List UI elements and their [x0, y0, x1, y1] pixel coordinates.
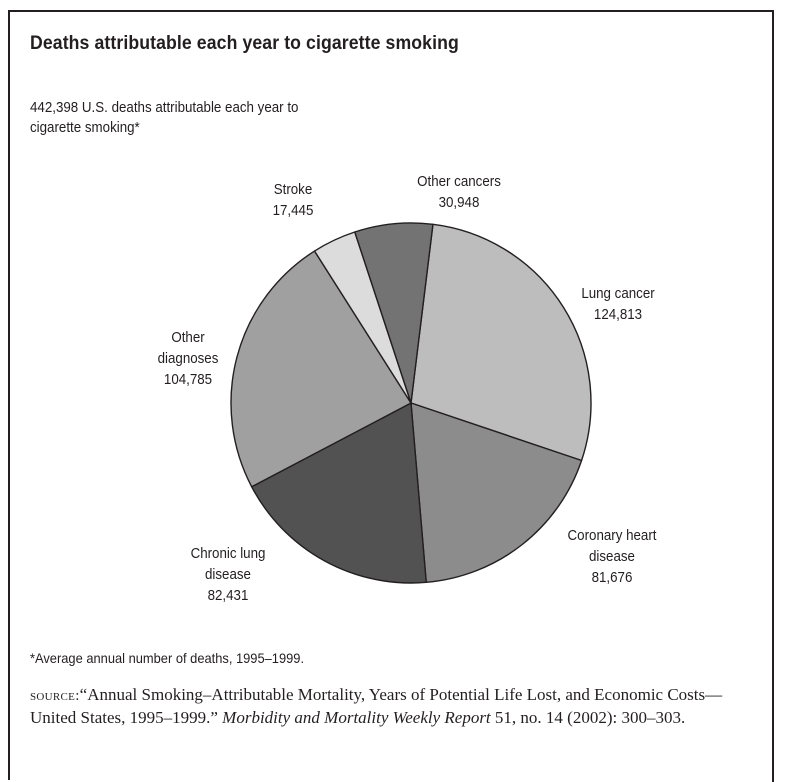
pie-slice-lung-cancer: [410, 223, 592, 462]
pie-slice-chronic-lung-disease: [250, 402, 427, 584]
pie-slice-coronary-heart-disease: [410, 402, 583, 584]
slice-name: Other cancers: [417, 172, 501, 189]
slice-name: disease: [589, 547, 635, 564]
slice-name: Other: [171, 328, 205, 345]
slice-label-other-cancers: Other cancers 30,948: [417, 172, 501, 210]
source-journal: Morbidity and Mortality Weekly Report: [222, 708, 491, 727]
slice-value: 82,431: [208, 586, 249, 603]
slice-name: Coronary heart: [568, 526, 657, 543]
slice-label-lung-cancer: Lung cancer 124,813: [581, 284, 655, 322]
slice-label-chronic-lung-disease: Chronic lung disease 82,431: [191, 544, 266, 603]
slice-name: disease: [205, 565, 251, 582]
chart-subtitle: 442,398 U.S. deaths attributable each ye…: [30, 100, 299, 136]
slice-value: 124,813: [594, 305, 642, 322]
slice-value: 30,948: [439, 193, 480, 210]
chart-title: Deaths attributable each year to cigaret…: [30, 33, 459, 54]
figure-frame: [8, 10, 774, 782]
slice-value: 17,445: [273, 201, 314, 218]
slice-label-coronary-heart-disease: Coronary heart disease 81,676: [568, 526, 657, 585]
pie-labels: Lung cancer 124,813 Coronary heart disease 8…: [158, 172, 657, 603]
pie-chart: Lung cancer 124,813 Coronary heart disease 8…: [158, 172, 657, 603]
slice-name: Lung cancer: [581, 284, 655, 301]
source-text-after: 51, no. 14 (2002): 300–303.: [490, 708, 686, 727]
pie-slice-other-cancers: [354, 222, 434, 404]
frame-right-border: [772, 12, 774, 782]
source-text-before: “Annual Smoking–Attributable Mortality, …: [30, 685, 723, 727]
slice-name: diagnoses: [158, 349, 219, 366]
pie-slices: [230, 222, 592, 584]
footnote: *Average annual number of deaths, 1995–1…: [30, 650, 305, 666]
slice-name: Chronic lung: [191, 544, 266, 561]
slice-label-other-diagnoses: Other diagnoses 104,785: [158, 328, 219, 387]
slice-name: Stroke: [274, 180, 313, 197]
slice-value: 104,785: [164, 370, 212, 387]
source-tag: SOURCE:: [30, 688, 80, 704]
slice-value: 81,676: [592, 568, 633, 585]
source-citation: SOURCE:“Annual Smoking–Attributable Mort…: [30, 684, 760, 729]
pie-slice-other-diagnoses: [230, 250, 412, 488]
slice-label-stroke: Stroke 17,445: [273, 180, 314, 218]
